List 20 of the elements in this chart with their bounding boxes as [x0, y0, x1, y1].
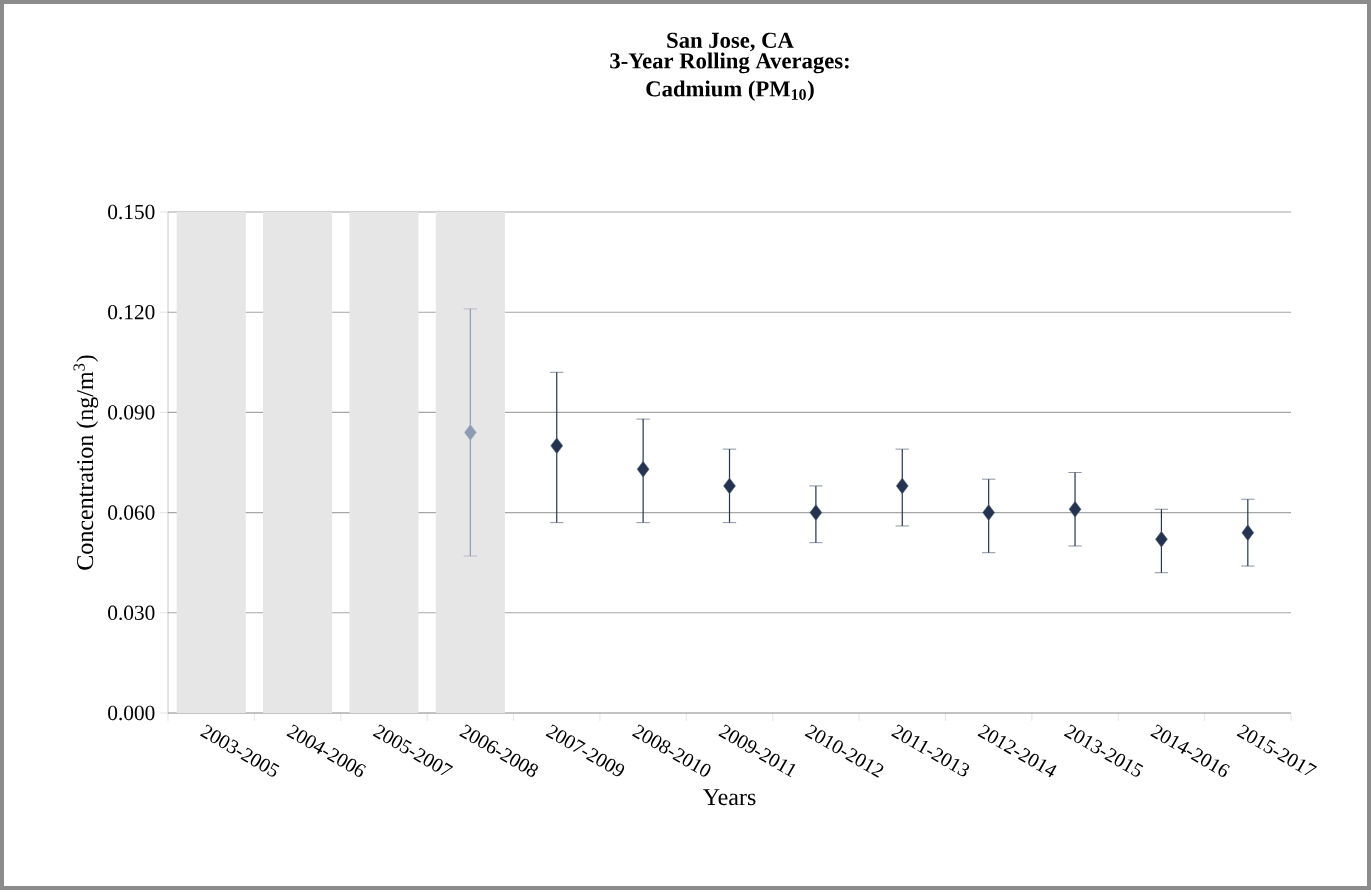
point [1155, 531, 1168, 548]
point [464, 424, 477, 441]
y-tick-label: 0.120 [108, 304, 155, 320]
point [982, 504, 995, 521]
point [636, 460, 650, 478]
point [723, 477, 736, 495]
y-axis-title: Concentration (ng/m$^{3}$) [73, 355, 99, 570]
point [896, 477, 909, 495]
chart-subtitle: 3-Year Rolling Averages: Cadmium (PM$_{10}$) [610, 52, 849, 102]
y-tick-label: 0.030 [108, 605, 155, 621]
point [1068, 500, 1082, 518]
y-tick-label: 0.150 [108, 204, 155, 220]
y-tick-label: 0.060 [108, 505, 155, 520]
point [1241, 524, 1255, 541]
y-tick-label: 0.090 [108, 405, 155, 420]
point [809, 504, 823, 521]
chart-title: San Jose, CA [667, 32, 794, 52]
y-tick-label: 0.000 [108, 705, 155, 721]
x-axis-title: Years [702, 789, 756, 806]
point [550, 437, 564, 455]
